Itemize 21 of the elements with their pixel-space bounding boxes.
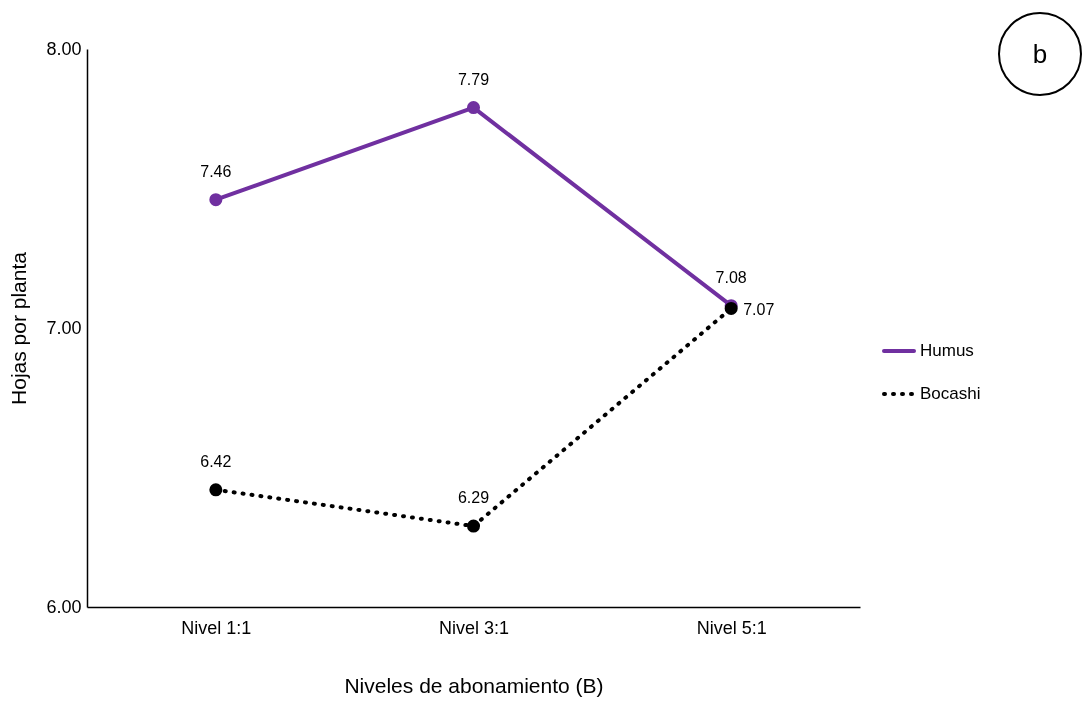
point: [209, 193, 223, 207]
y-tick-label: 8.00: [46, 38, 82, 59]
legend-label: Bocashi: [920, 384, 981, 403]
x-tick-label: Nivel 5:1: [696, 617, 767, 638]
x-axis-title: Niveles de abonamiento (B): [344, 673, 604, 697]
data-label: 6.29: [457, 489, 490, 507]
point: [209, 483, 223, 497]
data-label: 7.46: [200, 162, 232, 180]
circle-outline: b: [998, 12, 1082, 96]
legend-label: Humus: [920, 341, 974, 360]
data-label: 6.42: [200, 452, 232, 470]
y-axis-title: Hojas por planta: [7, 251, 31, 405]
data-label: 7.08: [715, 268, 747, 286]
y-tick-label: 6.00: [46, 596, 82, 617]
x-tick-label: Nivel 3:1: [438, 617, 510, 638]
point: [466, 101, 481, 115]
y-tick-label: 7.00: [46, 317, 82, 338]
data-label: 7.79: [457, 70, 490, 88]
x-tick-label: Nivel 1:1: [181, 617, 252, 638]
data-label: 7.07: [743, 301, 775, 319]
point: [466, 519, 481, 533]
